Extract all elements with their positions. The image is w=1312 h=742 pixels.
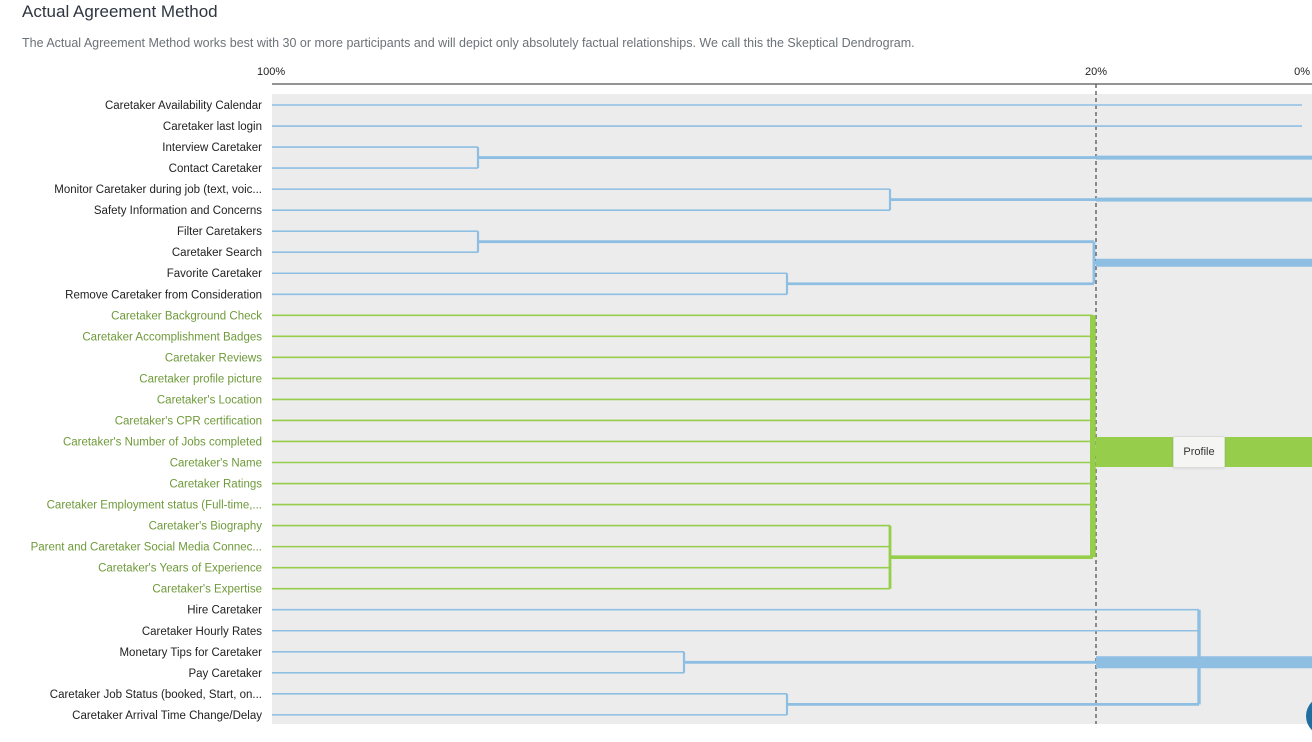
leaf-label: Filter Caretakers — [177, 226, 262, 238]
leaf-label: Favorite Caretaker — [167, 268, 262, 280]
leaf-label: Safety Information and Concerns — [94, 205, 262, 217]
leaf-label: Caretaker's Number of Jobs completed — [63, 436, 262, 448]
leaf-label: Caretaker Hourly Rates — [142, 626, 262, 638]
tick-label: 100% — [257, 66, 285, 78]
leaf-label: Caretaker profile picture — [139, 373, 262, 385]
leaf-label: Monetary Tips for Caretaker — [119, 647, 262, 659]
leaf-label: Caretaker's Location — [157, 394, 262, 406]
leaf-label: Caretaker's CPR certification — [115, 415, 262, 427]
page-title: Actual Agreement Method — [22, 2, 218, 21]
help-chat-button[interactable] — [1306, 696, 1312, 736]
leaf-label: Caretaker Background Check — [111, 310, 262, 322]
leaf-label: Remove Caretaker from Consideration — [65, 289, 262, 301]
leaf-label: Caretaker Availability Calendar — [105, 100, 262, 112]
cluster-tooltip-label: Profile — [1183, 446, 1215, 458]
tick-label: 0% — [1294, 66, 1310, 78]
leaf-label: Caretaker Job Status (booked, Start, on.… — [50, 689, 262, 701]
leaf-label: Caretaker's Biography — [149, 521, 263, 533]
leaf-label: Caretaker Ratings — [169, 479, 262, 491]
leaf-label: Monitor Caretaker during job (text, voic… — [54, 184, 262, 196]
leaf-label: Hire Caretaker — [187, 605, 262, 617]
leaf-label: Caretaker last login — [163, 121, 262, 133]
page-subtitle: The Actual Agreement Method works best w… — [22, 36, 915, 50]
leaf-label: Caretaker Employment status (Full-time,.… — [47, 500, 262, 512]
leaf-label: Caretaker's Name — [170, 458, 262, 470]
leaf-label: Interview Caretaker — [162, 142, 262, 154]
leaf-label: Parent and Caretaker Social Media Connec… — [31, 542, 262, 554]
leaf-label: Caretaker's Expertise — [152, 584, 262, 596]
leaf-label: Caretaker Accomplishment Badges — [82, 331, 262, 343]
leaf-label: Caretaker Arrival Time Change/Delay — [72, 710, 262, 722]
cluster-tooltip: Profile — [1173, 436, 1225, 468]
leaf-label: Caretaker Search — [172, 247, 262, 259]
leaf-label: Pay Caretaker — [188, 668, 262, 680]
tick-label: 20% — [1085, 66, 1107, 78]
leaf-label: Caretaker's Years of Experience — [98, 563, 262, 575]
leaf-label: Contact Caretaker — [169, 163, 262, 175]
leaf-label: Caretaker Reviews — [165, 352, 262, 364]
